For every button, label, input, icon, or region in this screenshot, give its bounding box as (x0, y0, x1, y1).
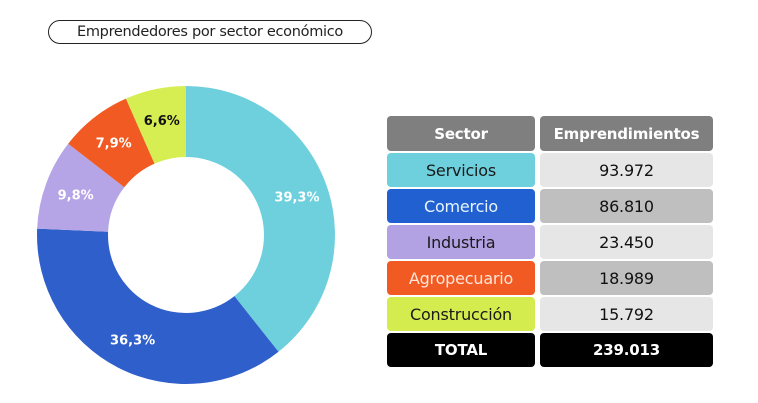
slice-servicios (186, 86, 335, 352)
sector-cell: Construcción (387, 297, 535, 331)
slice-label: 39,3% (274, 190, 319, 205)
sector-cell: Agropecuario (387, 261, 535, 295)
slice-label: 7,9% (96, 136, 132, 151)
table-header: Sector Emprendimientos (387, 116, 713, 151)
slice-label: 9,8% (58, 189, 94, 204)
table-row: Comercio 86.810 (387, 189, 713, 223)
total-value: 239.013 (540, 333, 713, 367)
table-row: Agropecuario 18.989 (387, 261, 713, 295)
sector-cell: Servicios (387, 153, 535, 187)
table-row: Industria 23.450 (387, 225, 713, 259)
slice-industria (37, 143, 125, 232)
value-cell: 15.792 (540, 297, 713, 331)
table-total-row: TOTAL 239.013 (387, 333, 713, 367)
value-cell: 86.810 (540, 189, 713, 223)
table-row: Construcción 15.792 (387, 297, 713, 331)
value-cell: 23.450 (540, 225, 713, 259)
header-sector: Sector (387, 116, 535, 151)
value-cell: 18.989 (540, 261, 713, 295)
sector-cell: Industria (387, 225, 535, 259)
header-emprendimientos: Emprendimientos (540, 116, 713, 151)
slice-label: 36,3% (110, 334, 155, 349)
slice-construcción (125, 86, 186, 164)
table-row: Servicios 93.972 (387, 153, 713, 187)
sector-cell: Comercio (387, 189, 535, 223)
slice-comercio (36, 228, 279, 385)
total-label: TOTAL (387, 333, 535, 367)
value-cell: 93.972 (540, 153, 713, 187)
slice-label: 6,6% (144, 114, 180, 129)
slice-agropecuario (68, 98, 155, 188)
data-table: Sector Emprendimientos Servicios 93.972 Co… (387, 116, 713, 369)
chart-title: Emprendedores por sector económico (48, 20, 372, 44)
